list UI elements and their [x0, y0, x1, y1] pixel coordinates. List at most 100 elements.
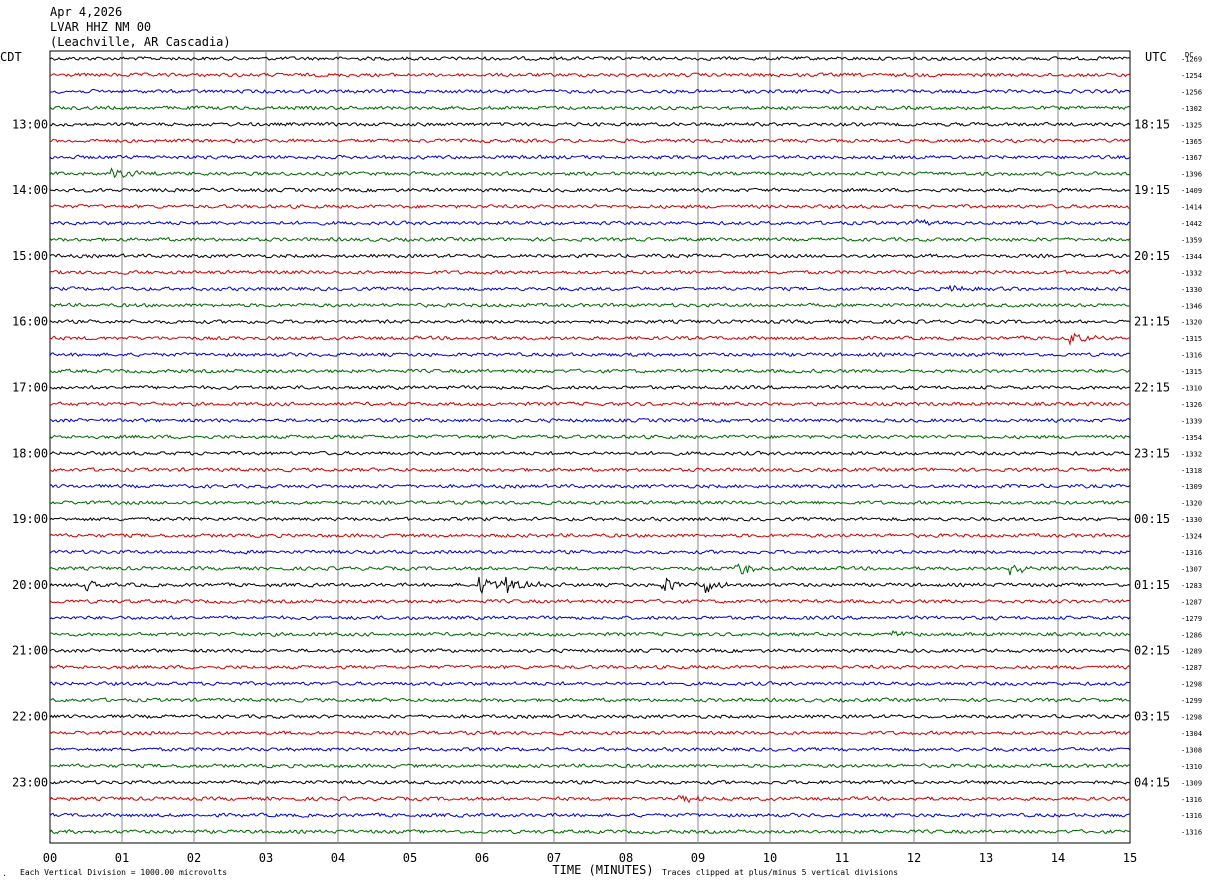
seismic-trace [49, 253, 1131, 259]
seismic-trace [49, 467, 1131, 473]
seismic-trace [49, 563, 1131, 576]
left-hour-label: 23:00 [12, 775, 48, 789]
seismic-trace [49, 236, 1131, 243]
dc-offset-label: -1316 [1181, 352, 1202, 360]
left-hour-label: 18:00 [12, 446, 48, 460]
header-station: LVAR HHZ NM 00 [50, 20, 152, 34]
seismic-trace [49, 730, 1131, 736]
x-tick-label: 06 [475, 851, 489, 865]
seismic-trace [49, 56, 1131, 61]
seismic-trace [49, 516, 1131, 522]
x-tick-label: 03 [259, 851, 273, 865]
dc-offset-label: -1309 [1181, 483, 1202, 491]
x-axis-title: TIME (MINUTES) [552, 863, 653, 877]
dc-offset-label: -1332 [1181, 450, 1202, 458]
seismic-trace [49, 697, 1131, 703]
right-timezone-label: UTC [1145, 50, 1167, 64]
x-tick-label: 15 [1123, 851, 1137, 865]
seismic-trace [49, 302, 1131, 308]
seismic-trace [49, 576, 1131, 595]
left-hour-label: 17:00 [12, 381, 48, 395]
left-timezone-label: CDT [0, 50, 22, 64]
left-hour-label: 22:00 [12, 710, 48, 724]
seismic-trace [49, 532, 1131, 539]
dc-offset-label: -1414 [1181, 204, 1202, 212]
seismic-trace [49, 483, 1131, 489]
right-hour-label: 20:15 [1134, 249, 1170, 263]
right-hour-label: 03:15 [1134, 710, 1170, 724]
dc-offset-label: -1307 [1181, 565, 1202, 573]
left-hour-label: 16:00 [12, 315, 48, 329]
dc-offset-label: -1298 [1181, 681, 1202, 689]
dc-offset-label: -1316 [1181, 549, 1202, 557]
right-hour-label: 01:15 [1134, 578, 1170, 592]
x-tick-label: 14 [1051, 851, 1065, 865]
seismic-trace [49, 763, 1131, 769]
left-hour-label: 19:00 [12, 512, 48, 526]
seismic-trace [50, 88, 1131, 94]
dc-offset-label: -1320 [1181, 319, 1202, 327]
seismic-trace [49, 417, 1131, 423]
seismic-trace [49, 332, 1131, 346]
seismic-trace [49, 154, 1131, 160]
traces [49, 56, 1131, 835]
dc-offset-label: -1316 [1181, 829, 1202, 837]
seismic-trace [49, 72, 1131, 78]
right-hour-label: 22:15 [1134, 381, 1170, 395]
dc-offset-label: -1286 [1181, 631, 1202, 639]
dc-offset-label: -1316 [1181, 812, 1202, 820]
dc-offset-label: -1330 [1181, 516, 1202, 524]
plot-frame [49, 50, 1131, 844]
dc-offset-label: -1318 [1181, 467, 1202, 475]
x-tick-label: 08 [619, 851, 633, 865]
seismic-trace [49, 167, 1131, 179]
seismic-trace [49, 500, 1131, 506]
dc-offset-label: -1354 [1181, 434, 1202, 442]
seismic-trace [49, 794, 1131, 804]
seismic-trace [49, 713, 1131, 719]
right-hour-label: 19:15 [1134, 183, 1170, 197]
dc-offset-label: -1254 [1181, 72, 1202, 80]
seismic-trace [49, 549, 1131, 555]
seismic-trace [49, 204, 1131, 210]
labels: -1269 -1254 -1256 -1302 -1325 -1365 -1367 -1396… [0, 50, 1202, 877]
seismic-trace [49, 121, 1131, 127]
x-tick-label: 00 [43, 851, 57, 865]
dc-offset-label: -1304 [1181, 730, 1202, 738]
dc-offset-label: -1344 [1181, 253, 1202, 261]
right-hour-label: 04:15 [1134, 775, 1170, 789]
dc-offset-label: -1359 [1181, 236, 1202, 244]
x-tick-label: 02 [187, 851, 201, 865]
dc-offset-label: -1346 [1181, 302, 1202, 310]
header-date: Apr 4,2026 [50, 5, 123, 19]
seismic-trace [49, 368, 1131, 374]
seismic-trace [49, 187, 1131, 193]
left-hour-label: 14:00 [12, 183, 48, 197]
dc-offset-label: -1326 [1181, 401, 1202, 409]
seismic-trace [49, 401, 1131, 407]
seismic-trace [49, 450, 1131, 456]
seismic-trace [49, 615, 1131, 621]
dc-offset-label: -1442 [1181, 220, 1202, 228]
seismic-trace [49, 779, 1131, 785]
dc-offset-label: -1332 [1181, 269, 1202, 277]
x-tick-label: 12 [907, 851, 921, 865]
x-tick-label: 09 [691, 851, 705, 865]
seismic-trace [49, 629, 1131, 637]
seismic-trace [49, 812, 1131, 818]
seismic-trace [49, 829, 1131, 835]
seismic-trace [49, 384, 1131, 391]
dc-offset-label: -1324 [1181, 533, 1202, 541]
x-tick-label: 01 [115, 851, 129, 865]
seismic-trace [49, 218, 1131, 226]
x-tick-label: 11 [835, 851, 849, 865]
dc-offset-label: -1279 [1181, 615, 1202, 623]
dc-offset-label: -1365 [1181, 138, 1202, 146]
seismic-trace [49, 434, 1131, 440]
left-hour-label: 13:00 [12, 117, 48, 131]
seismic-trace [49, 648, 1131, 654]
corner-mark: . [2, 869, 7, 878]
dc-offset-label: -1309 [1181, 779, 1202, 787]
seismic-trace [49, 352, 1131, 358]
dc-offset-label: -1289 [1181, 648, 1202, 656]
